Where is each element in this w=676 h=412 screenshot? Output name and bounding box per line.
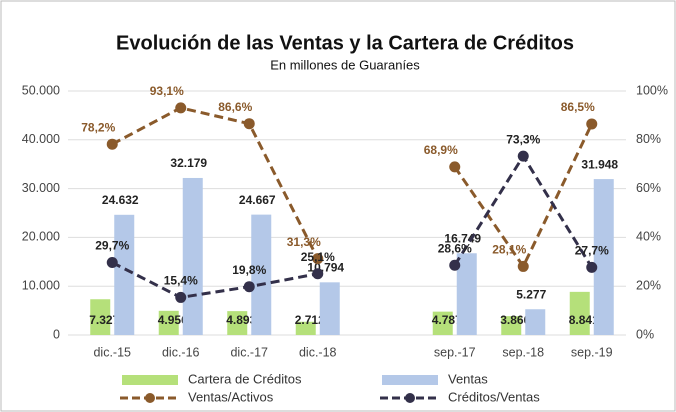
data-label: 28,1%: [492, 243, 526, 257]
legend-swatch: [122, 375, 178, 385]
marker: [449, 161, 461, 173]
y2-tick-label: 0%: [636, 327, 654, 341]
bar: [569, 291, 590, 335]
data-label: 8.841: [569, 313, 599, 327]
marker: [586, 118, 598, 130]
data-label: 4.893: [226, 313, 256, 327]
bar: [593, 179, 614, 335]
data-label: 25,1%: [301, 250, 335, 264]
marker: [106, 138, 118, 150]
marker: [449, 259, 461, 271]
data-label: 86,5%: [561, 100, 595, 114]
y2-tick-label: 20%: [636, 278, 661, 292]
marker: [517, 150, 529, 162]
data-label: 24.667: [239, 193, 276, 207]
bar: [158, 310, 179, 335]
data-label: 7.327: [89, 313, 119, 327]
data-label: 28,6%: [438, 241, 472, 255]
data-label: 86,6%: [218, 100, 252, 114]
y-tick-label: 40.000: [22, 132, 60, 146]
bar: [90, 299, 111, 335]
x-tick-label: dic.-16: [162, 345, 200, 359]
y-tick-label: 50.000: [22, 83, 60, 97]
data-label: 24.632: [102, 193, 139, 207]
bar: [432, 311, 453, 335]
bar: [251, 214, 272, 335]
y-tick-label: 20.000: [22, 230, 60, 244]
data-label: 5.277: [516, 287, 546, 301]
x-tick-label: sep.-19: [571, 345, 613, 359]
legend-swatch: [382, 375, 438, 385]
data-label: 2.712: [295, 313, 325, 327]
data-label: 4.956: [158, 313, 188, 327]
marker: [517, 260, 529, 272]
y2-tick-label: 60%: [636, 181, 661, 195]
data-label: 29,7%: [95, 239, 129, 253]
chart-title: Evolución de las Ventas y la Cartera de …: [116, 32, 574, 54]
bar: [456, 253, 477, 335]
data-label: 19,8%: [232, 263, 266, 277]
marker: [175, 102, 187, 114]
x-tick-label: dic.-18: [299, 345, 337, 359]
x-tick-label: sep.-17: [434, 345, 476, 359]
legend-marker: [405, 393, 415, 403]
bar: [319, 282, 340, 335]
x-tick-label: dic.-15: [93, 345, 131, 359]
marker: [586, 261, 598, 273]
data-label: 31,3%: [287, 235, 321, 249]
data-label: 68,9%: [424, 143, 458, 157]
data-label: 4.787: [432, 313, 462, 327]
legend-marker: [145, 393, 155, 403]
legend-label: Ventas: [448, 371, 488, 386]
y2-tick-label: 80%: [636, 132, 661, 146]
data-label: 73,3%: [506, 132, 540, 146]
bar: [114, 214, 135, 335]
x-tick-label: sep.-18: [502, 345, 544, 359]
bar: [295, 321, 316, 335]
marker: [312, 268, 324, 280]
data-label: 32.179: [170, 156, 207, 170]
bar: [501, 316, 522, 335]
bar: [227, 311, 248, 335]
data-label: 93,1%: [150, 84, 184, 98]
chart-subtitle: En millones de Guaraníes: [270, 57, 420, 72]
marker: [106, 257, 118, 269]
data-label: 3.866: [500, 313, 530, 327]
y2-tick-label: 40%: [636, 230, 661, 244]
y-tick-label: 10.000: [22, 278, 60, 292]
y-tick-label: 30.000: [22, 181, 60, 195]
data-label: 78,2%: [81, 120, 115, 134]
legend-label: Ventas/Activos: [188, 389, 274, 404]
bar: [525, 309, 546, 335]
data-label: 15,4%: [164, 274, 198, 288]
marker: [312, 253, 324, 265]
x-tick-label: dic.-17: [230, 345, 268, 359]
data-label: 31.948: [581, 157, 618, 171]
marker: [243, 118, 255, 130]
legend-label: Créditos/Ventas: [448, 389, 540, 404]
y2-tick-label: 100%: [636, 83, 668, 97]
y-tick-label: 0: [53, 327, 60, 341]
marker: [175, 291, 187, 303]
legend-label: Cartera de Créditos: [188, 371, 302, 386]
data-label: 27,7%: [575, 244, 609, 258]
marker: [243, 281, 255, 293]
bar: [182, 177, 203, 335]
